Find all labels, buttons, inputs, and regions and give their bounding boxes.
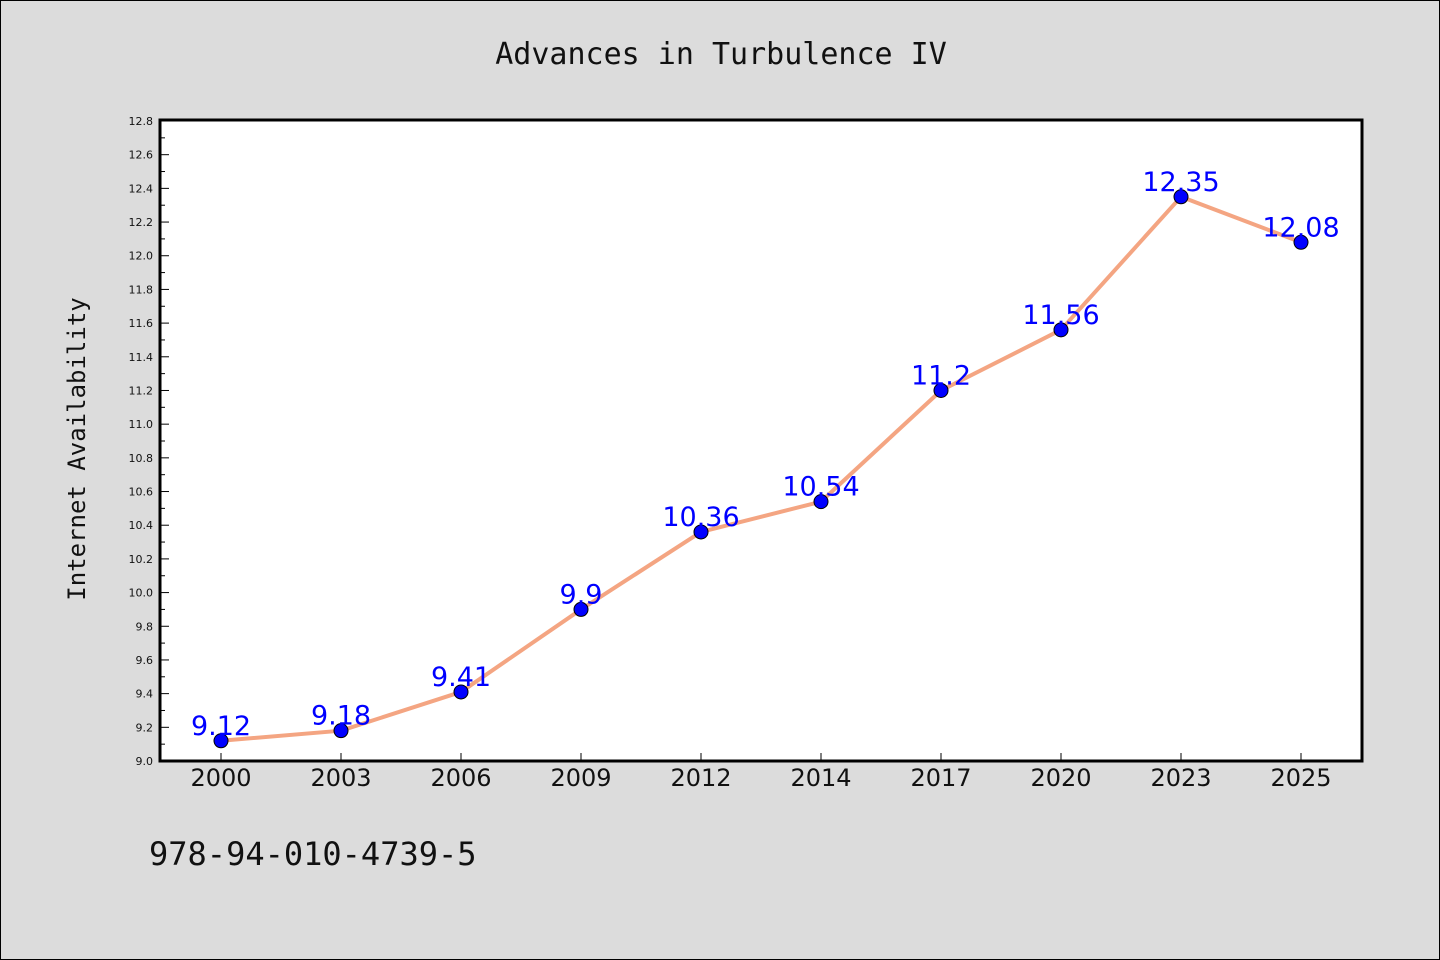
data-point-marker	[213, 733, 229, 749]
data-label: 9.12	[191, 711, 251, 742]
data-label: 11.56	[1022, 300, 1099, 331]
data-label: 9.9	[560, 579, 603, 610]
x-tick-label: 2006	[430, 764, 491, 792]
x-tick-label: 2012	[670, 764, 731, 792]
x-tick-label: 2014	[790, 764, 851, 792]
y-tick-label: 9.6	[136, 654, 154, 667]
data-point-marker	[813, 494, 829, 510]
data-point-marker	[933, 382, 949, 398]
y-tick-label: 9.0	[136, 755, 154, 768]
x-tick-label: 2003	[310, 764, 371, 792]
y-tick-label: 12.6	[129, 149, 154, 162]
data-label: 10.36	[662, 502, 739, 533]
y-tick-label: 11.4	[129, 351, 154, 364]
y-tick-label: 12.0	[129, 250, 154, 263]
y-tick-label: 10.0	[129, 587, 154, 600]
series-line-group	[213, 189, 1309, 749]
y-axis-label: Internet Availability	[63, 297, 91, 600]
y-tick-label: 9.2	[136, 721, 154, 734]
data-label: 12.08	[1262, 212, 1339, 243]
y-tick-label: 10.2	[129, 553, 154, 566]
data-point-marker	[1053, 322, 1069, 338]
y-tick-label: 10.6	[129, 486, 154, 499]
y-tick-label: 11.8	[129, 283, 154, 296]
y-tick-label: 9.4	[136, 688, 154, 701]
data-point-marker	[573, 601, 589, 617]
y-tick-label: 11.6	[129, 317, 154, 330]
y-axis-ticks: 9.0 9.2 9.4 9.6 9.8 10.0 10.2 10.4 10.6 10.8 11.0 1…	[129, 115, 169, 768]
y-tick-label: 12.2	[129, 216, 154, 229]
x-tick-label: 2025	[1270, 764, 1331, 792]
data-label: 10.54	[782, 472, 859, 503]
y-tick-label: 11.0	[129, 418, 154, 431]
y-tick-label: 10.4	[129, 519, 154, 532]
chart-title: Advances in Turbulence IV	[495, 37, 947, 72]
y-tick-label: 10.8	[129, 452, 154, 465]
y-tick-label: 11.2	[129, 384, 154, 397]
data-point-marker	[453, 684, 469, 700]
plot-area	[158, 118, 1364, 763]
data-labels: 9.12 9.18 9.41 9.9 10.36 10.54 11.2 11.56 12.35 1…	[191, 167, 1340, 742]
x-tick-label: 2017	[910, 764, 971, 792]
x-tick-label: 2020	[1030, 764, 1091, 792]
data-point-marker	[1173, 189, 1189, 205]
y-tick-label: 12.8	[129, 115, 154, 128]
x-tick-label: 2023	[1150, 764, 1211, 792]
data-label: 12.35	[1142, 167, 1219, 198]
data-point-marker	[693, 524, 709, 540]
y-tick-label: 9.8	[136, 620, 154, 633]
x-tick-label: 2000	[190, 764, 251, 792]
data-point-marker	[1293, 234, 1309, 250]
data-label: 9.18	[311, 701, 371, 732]
x-tick-label: 2009	[550, 764, 611, 792]
x-axis-ticks: 2000 2003 2006 2009 2012 2014 2017 2020 2023 2025	[190, 753, 1332, 792]
isbn-text: 978-94-010-4739-5	[149, 835, 477, 873]
series-line	[220, 194, 1302, 743]
data-point-marker	[333, 723, 349, 739]
y-tick-label: 12.4	[129, 182, 154, 195]
data-label: 9.41	[431, 662, 491, 693]
data-label: 11.2	[911, 360, 971, 391]
